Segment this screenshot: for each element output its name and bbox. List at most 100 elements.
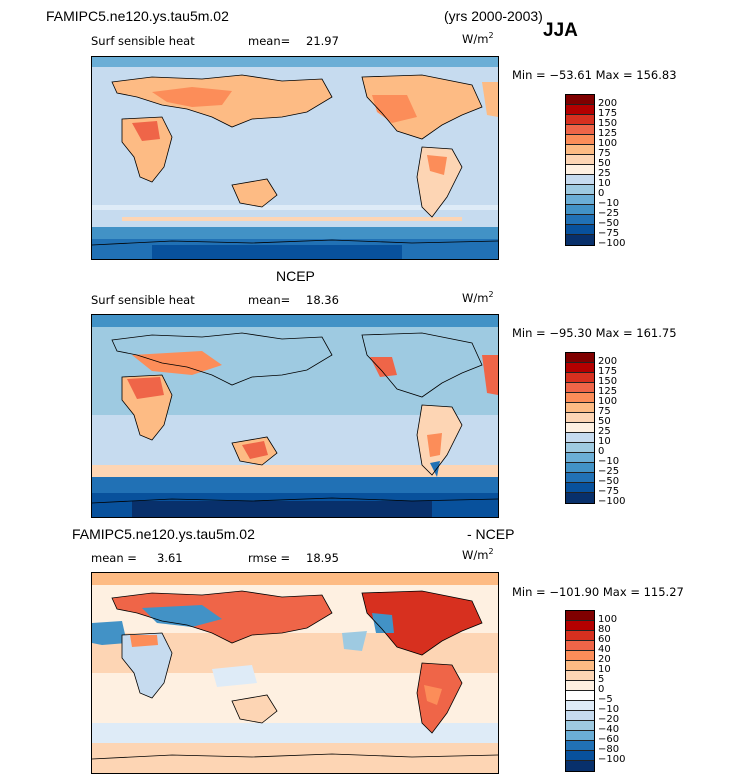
panel3-mean-label: mean = [91, 551, 137, 565]
panel1-variable: Surf sensible heat [91, 34, 195, 48]
panel3-heading-left: FAMIPC5.ne120.ys.tau5m.02 [72, 526, 255, 542]
colorbar-tick-label: 20 [598, 654, 611, 665]
colorbar-tick-label: 200 [598, 356, 618, 367]
panel3-units: W/m2 [462, 547, 494, 562]
colorbar-segment [566, 145, 594, 155]
colorbar-tick-label: −75 [598, 486, 620, 497]
panel3-mean-value: 3.61 [157, 551, 183, 565]
panel2-map-svg [92, 315, 498, 517]
colorbar-tick-label: −10 [598, 456, 620, 467]
colorbar-tick-label: 10 [598, 436, 611, 447]
colorbar-segment [566, 165, 594, 175]
colorbar-tick-label: −25 [598, 208, 620, 219]
colorbar-tick-label: −100 [598, 754, 626, 765]
colorbar-segment [566, 353, 594, 363]
colorbar-segment [566, 175, 594, 185]
colorbar-segment [566, 661, 594, 671]
panel3-map-svg [92, 573, 498, 773]
colorbar-tick-label: 50 [598, 416, 611, 427]
colorbar-segment [566, 711, 594, 721]
colorbar-tick-label: −50 [598, 476, 620, 487]
panel1-colorbar [565, 94, 595, 246]
panel2-variable: Surf sensible heat [91, 293, 195, 307]
panel1-map [91, 56, 499, 260]
colorbar-tick-label: 0 [598, 188, 605, 199]
colorbar-segment [566, 701, 594, 711]
colorbar-tick-label: 25 [598, 426, 611, 437]
colorbar-tick-label: −80 [598, 744, 620, 755]
colorbar-segment [566, 443, 594, 453]
colorbar-segment [566, 681, 594, 691]
years-label: (yrs 2000-2003) [444, 8, 543, 24]
panel3-colorbar [565, 610, 595, 772]
colorbar-tick-label: −100 [598, 496, 626, 507]
panel3-heading-right: - NCEP [467, 526, 515, 542]
colorbar-segment [566, 423, 594, 433]
colorbar-segment [566, 205, 594, 215]
colorbar-segment [566, 641, 594, 651]
colorbar-segment [566, 215, 594, 225]
colorbar-segment [566, 751, 594, 761]
colorbar-tick-label: 60 [598, 634, 611, 645]
colorbar-segment [566, 155, 594, 165]
colorbar-segment [566, 235, 594, 245]
colorbar-tick-label: 0 [598, 684, 605, 695]
colorbar-tick-label: −100 [598, 238, 626, 249]
colorbar-tick-label: 100 [598, 614, 618, 625]
colorbar-tick-label: −25 [598, 466, 620, 477]
colorbar-tick-label: 100 [598, 138, 618, 149]
colorbar-segment [566, 621, 594, 631]
colorbar-tick-label: 10 [598, 664, 611, 675]
colorbar-tick-label: 100 [598, 396, 618, 407]
colorbar-segment [566, 651, 594, 661]
colorbar-segment [566, 185, 594, 195]
colorbar-tick-label: 75 [598, 406, 611, 417]
colorbar-segment [566, 721, 594, 731]
colorbar-tick-label: 50 [598, 158, 611, 169]
colorbar-segment [566, 413, 594, 423]
panel2-minmax: Min = −95.30 Max = 161.75 [512, 326, 677, 340]
panel2-mean-label: mean= [248, 293, 291, 307]
panel3-rmse-value: 18.95 [306, 551, 339, 565]
colorbar-tick-label: 175 [598, 366, 618, 377]
colorbar-tick-label: 0 [598, 446, 605, 457]
colorbar-tick-label: 150 [598, 376, 618, 387]
colorbar-segment [566, 125, 594, 135]
panel1-mean-value: 21.97 [306, 34, 339, 48]
colorbar-tick-label: −5 [598, 694, 613, 705]
colorbar-tick-label: −60 [598, 734, 620, 745]
panel1-minmax: Min = −53.61 Max = 156.83 [512, 68, 677, 82]
colorbar-segment [566, 761, 594, 771]
colorbar-segment [566, 225, 594, 235]
colorbar-segment [566, 671, 594, 681]
panel1-units: W/m2 [462, 31, 494, 46]
colorbar-tick-label: 80 [598, 624, 611, 635]
colorbar-segment [566, 433, 594, 443]
panel2-colorbar [565, 352, 595, 504]
colorbar-tick-label: 10 [598, 178, 611, 189]
panel3-rmse-label: rmse = [248, 551, 291, 565]
panel2-mean-value: 18.36 [306, 293, 339, 307]
colorbar-segment [566, 383, 594, 393]
colorbar-segment [566, 393, 594, 403]
colorbar-segment [566, 95, 594, 105]
colorbar-segment [566, 731, 594, 741]
colorbar-tick-label: 75 [598, 148, 611, 159]
colorbar-segment [566, 483, 594, 493]
colorbar-tick-label: 40 [598, 644, 611, 655]
colorbar-tick-label: −10 [598, 704, 620, 715]
colorbar-segment [566, 611, 594, 621]
panel2-map [91, 314, 499, 518]
colorbar-segment [566, 473, 594, 483]
colorbar-tick-label: −10 [598, 198, 620, 209]
colorbar-tick-label: 25 [598, 168, 611, 179]
colorbar-segment [566, 453, 594, 463]
colorbar-segment [566, 115, 594, 125]
colorbar-segment [566, 691, 594, 701]
panel3-minmax: Min = −101.90 Max = 115.27 [512, 585, 684, 599]
panel2-units: W/m2 [462, 290, 494, 305]
colorbar-segment [566, 195, 594, 205]
colorbar-segment [566, 631, 594, 641]
colorbar-segment [566, 493, 594, 503]
colorbar-segment [566, 403, 594, 413]
